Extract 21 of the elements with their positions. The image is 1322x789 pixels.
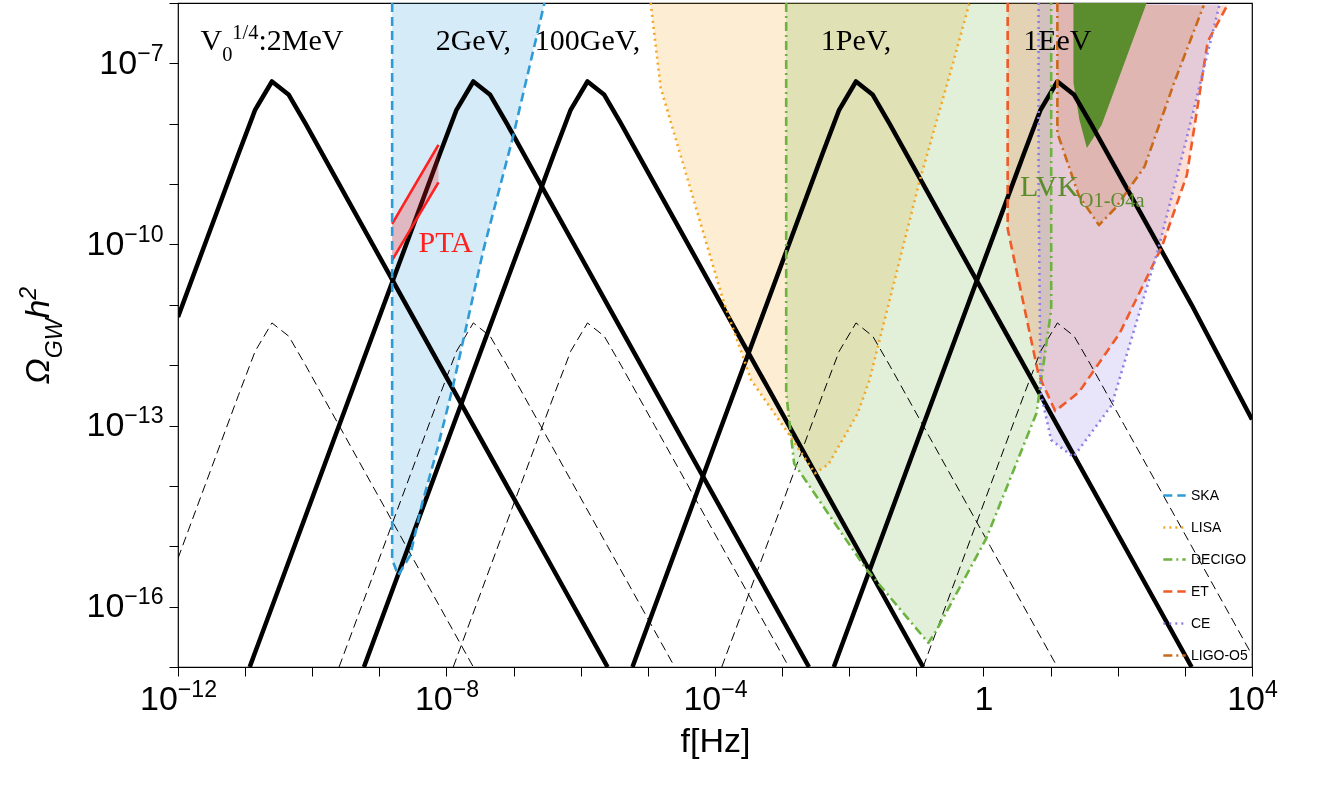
x-tick-label: 10$^{−12}$ (139, 675, 218, 717)
legend-label: CE (1191, 614, 1211, 631)
x-axis-title: f[Hz] (680, 720, 751, 759)
y-tick-label: 10$^{−10}$ (86, 220, 164, 262)
legend-label: LIGO-O5 (1191, 646, 1249, 663)
x-tick-label: 10$^{−4}$ (683, 675, 748, 717)
annotation: 100GeV, (534, 23, 641, 56)
x-tick-label: 1 (974, 678, 994, 717)
annotation: 2GeV, (435, 23, 511, 56)
legend-label: SKA (1191, 486, 1220, 503)
x-tick-label: 10$^{−8}$ (414, 675, 480, 717)
y-tick-label: 10$^{−16}$ (86, 583, 164, 625)
legend-label: PTA (418, 225, 474, 259)
legend-label: LISA (1191, 518, 1223, 535)
y-tick-label: 10$^{−7}$ (99, 39, 164, 81)
x-tick-label: 10$^{4}$ (1227, 675, 1278, 717)
legend-label: ET (1191, 582, 1210, 599)
y-tick-label: 10$^{−13}$ (86, 402, 164, 444)
annotation: 1PeV, (820, 23, 892, 56)
annotation: V$_{0}$$^{1/4}$:2MeV (200, 21, 344, 65)
legend-label: DECIGO (1191, 550, 1247, 567)
